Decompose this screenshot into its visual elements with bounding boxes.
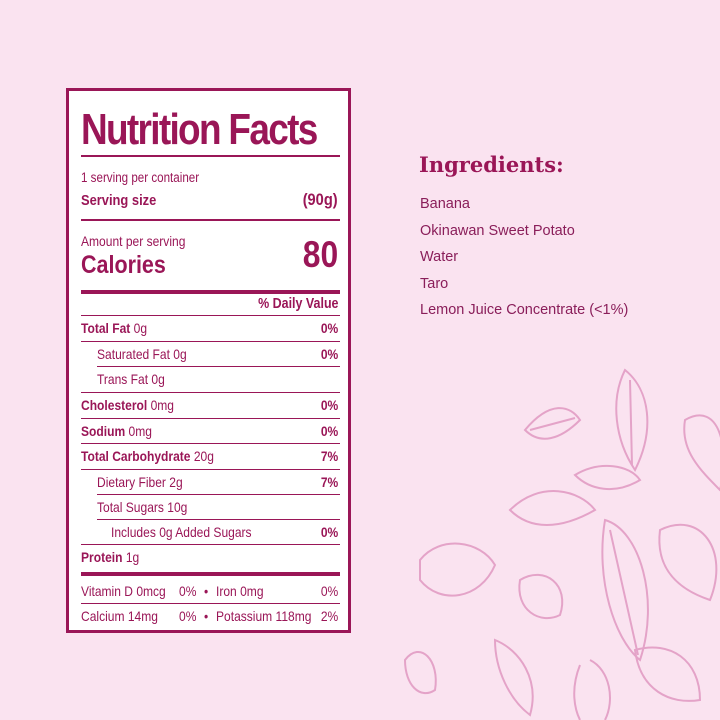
bullet: •	[204, 608, 209, 624]
divider	[97, 494, 340, 495]
serving-size-value: (90g)	[303, 190, 338, 209]
nutrient-daily-value: 0%	[320, 423, 338, 439]
daily-value-header: % Daily Value	[257, 296, 338, 312]
nutrient-row: Includes 0g Added Sugars 0%	[81, 520, 338, 545]
nutrient-label: Total Carbohydrate	[81, 448, 191, 464]
nutrient-amount: 0g	[151, 371, 165, 387]
nutrient-row: Dietary Fiber 2g 7%	[81, 470, 338, 495]
nutrient-amount: 2g	[169, 474, 183, 490]
thick-divider	[81, 290, 340, 294]
nutrient-row: Saturated Fat 0g 0%	[81, 342, 338, 367]
nutrient-name: Protein 1g	[81, 549, 139, 565]
nutrient-amount: 0g	[173, 346, 187, 362]
ingredient-item: Taro	[420, 275, 449, 292]
thick-divider	[81, 572, 340, 576]
nutrient-name: Sodium 0mg	[81, 423, 152, 439]
micronutrient-row: Vitamin D 0mcg 0% • Iron 0mg 0%	[81, 579, 338, 604]
micronutrient-left-pct: 0%	[179, 583, 197, 599]
divider	[81, 219, 340, 221]
nutrient-label: Includes 0g Added Sugars	[111, 524, 252, 540]
micronutrient-row: Calcium 14mg 0% • Potassium 118mg 2%	[81, 604, 338, 629]
nutrient-name: Total Sugars 10g	[97, 499, 187, 515]
nutrient-daily-value: 0%	[320, 320, 338, 336]
calories-label: Calories	[81, 251, 166, 279]
micronutrient-left: Calcium 14mg	[81, 608, 158, 624]
serving-size-label: Serving size	[81, 192, 157, 209]
nutrient-name: Total Fat 0g	[81, 320, 147, 336]
divider	[81, 469, 340, 470]
nutrient-label: Total Fat	[81, 320, 131, 336]
divider	[81, 392, 340, 393]
nutrient-name: Saturated Fat 0g	[97, 346, 187, 362]
nutrient-row: Cholesterol 0mg 0%	[81, 393, 338, 418]
bullet: •	[204, 583, 209, 599]
ingredient-item: Okinawan Sweet Potato	[420, 222, 575, 239]
nutrition-facts-label: Nutrition Facts 1 serving per container …	[66, 88, 351, 633]
nutrient-amount: 1g	[125, 549, 140, 565]
nutrient-name: Total Carbohydrate 20g	[81, 448, 214, 464]
nutrient-row: Trans Fat 0g	[81, 367, 338, 392]
micronutrient-left-pct: 0%	[179, 608, 197, 624]
divider	[81, 418, 340, 419]
divider	[81, 603, 340, 604]
nutrient-daily-value: 0%	[320, 346, 338, 362]
nutrient-amount: 0mg	[128, 423, 152, 439]
nutrient-row: Total Carbohydrate 20g 7%	[81, 444, 338, 469]
ingredient-item: Banana	[420, 196, 470, 212]
nutrient-name: Trans Fat 0g	[97, 371, 165, 387]
micronutrient-right-pct: 0%	[320, 583, 338, 599]
amount-per-serving: Amount per serving	[81, 233, 186, 249]
nutrient-daily-value: 7%	[320, 448, 338, 464]
micronutrient-left: Vitamin D 0mcg	[81, 583, 166, 599]
ingredient-item: Water	[420, 249, 459, 265]
nutrient-amount: 0g	[133, 320, 148, 336]
micronutrient-right-pct: 2%	[320, 608, 338, 624]
divider	[81, 544, 340, 545]
divider	[81, 443, 340, 444]
nutrient-daily-value: 0%	[320, 397, 338, 413]
nutrient-amount: 10g	[167, 499, 188, 515]
ingredients-title: Ingredients:	[419, 152, 564, 177]
nutrient-row: Protein 1g	[81, 545, 338, 570]
divider	[81, 341, 340, 342]
nutrient-amount: 20g	[193, 448, 214, 464]
nutrient-name: Cholesterol 0mg	[81, 397, 174, 413]
ingredient-item: Lemon Juice Concentrate (<1%)	[420, 302, 629, 318]
nutrient-row: Total Fat 0g 0%	[81, 316, 338, 341]
nutrient-row: Sodium 0mg 0%	[81, 419, 338, 444]
micronutrient-right: Potassium 118mg	[216, 608, 312, 624]
nutrient-label: Trans Fat	[97, 371, 149, 387]
nutrient-label: Sodium	[81, 423, 126, 439]
plant-illustration	[403, 368, 720, 720]
nutrient-row: Total Sugars 10g	[81, 495, 338, 520]
nutrient-label: Cholesterol	[81, 397, 148, 413]
nutrient-name: Dietary Fiber 2g	[97, 474, 183, 490]
divider	[97, 366, 340, 367]
nutrient-name: Includes 0g Added Sugars	[111, 524, 252, 540]
divider	[81, 155, 340, 157]
servings-per-container: 1 serving per container	[81, 170, 200, 185]
micronutrient-right: Iron 0mg	[216, 583, 264, 599]
nutrient-amount: 0mg	[150, 397, 175, 413]
nutrient-daily-value: 7%	[320, 474, 338, 490]
label-title: Nutrition Facts	[81, 105, 318, 154]
calories-value: 80	[302, 234, 338, 275]
nutrient-label: Total Sugars	[97, 499, 164, 515]
divider	[81, 315, 340, 316]
nutrient-label: Saturated Fat	[97, 346, 170, 362]
nutrient-label: Protein	[81, 549, 123, 565]
divider	[97, 519, 340, 520]
nutrient-label: Dietary Fiber	[97, 474, 166, 490]
nutrient-daily-value: 0%	[320, 524, 338, 540]
